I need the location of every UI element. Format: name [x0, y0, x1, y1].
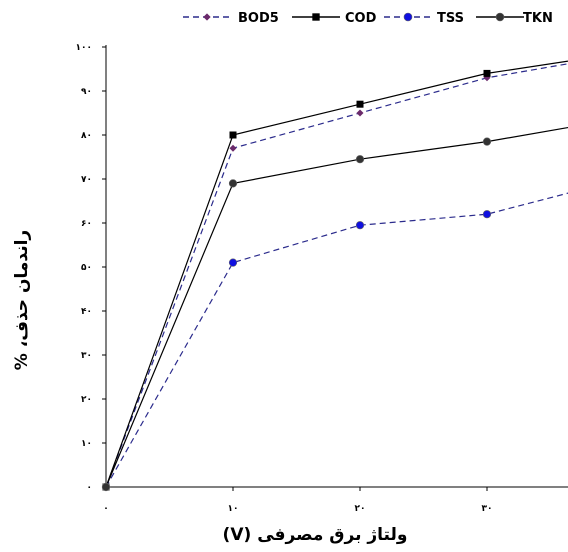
y-tick-label: ۶۰: [81, 219, 92, 229]
x-tick-label: ۳۰: [482, 504, 493, 514]
legend-label: TSS: [437, 11, 464, 26]
x-tick-label: ۲۰: [355, 504, 366, 514]
data-point-bod5: [229, 144, 237, 152]
legend: BOD5 COD TSS TKN: [183, 11, 553, 26]
series-line-tkn: [105, 126, 568, 488]
x-axis-title: ولتاژ برق مصرفی (V): [223, 525, 408, 545]
legend-item-cod: COD: [292, 11, 377, 26]
data-point-tss: [355, 221, 365, 230]
data-point-bod5: [356, 109, 364, 117]
axis-titles: ولتاژ برق مصرفی (V) راندمان حذف، %: [12, 230, 407, 545]
x-tick-label: ۰: [103, 504, 109, 514]
legend-marker: [203, 13, 211, 21]
series-cod: [102, 60, 568, 491]
series-line-tss: [105, 192, 568, 488]
data-point-tkn: [482, 137, 492, 146]
y-tick-label: ۸۰: [81, 131, 92, 141]
y-tick-label: ۰: [87, 483, 93, 493]
data-point-cod: [356, 100, 364, 108]
data-point-cod: [229, 131, 237, 139]
series-bod5: [102, 63, 568, 491]
series-line-cod: [105, 60, 568, 488]
y-tick-label: ۷۰: [81, 175, 92, 185]
axes: ۰ ۱۰ ۲۰ ۳۰ ۴۰ ۵۰ ۶۰ ۷۰ ۸۰ ۹۰ ۱۰۰ ۰ ۱۰ ۲۰ ۳۰: [76, 43, 568, 514]
series-tss: [101, 192, 568, 492]
legend-item-tkn: TKN: [476, 11, 553, 26]
legend-item-tss: TSS: [384, 11, 464, 26]
data-point-tkn: [228, 179, 238, 188]
data-point-tss: [228, 258, 238, 267]
y-tick-label: ۴۰: [81, 307, 92, 317]
y-tick-label: ۹۰: [81, 87, 92, 97]
y-tick-label: ۱۰۰: [76, 43, 92, 53]
legend-marker: [403, 12, 413, 22]
data-point-tkn: [101, 482, 111, 492]
series-line-bod5: [105, 63, 568, 488]
series-tkn: [101, 126, 568, 492]
legend-label: BOD5: [238, 11, 279, 26]
legend-marker: [312, 13, 320, 21]
legend-label: COD: [345, 11, 377, 26]
legend-marker: [495, 12, 505, 22]
data-point-tkn: [355, 155, 365, 164]
data-point-tss: [482, 210, 492, 219]
x-tick-label: ۱۰: [228, 504, 239, 514]
y-tick-label: ۲۰: [81, 395, 92, 405]
data-point-cod: [483, 69, 491, 77]
series-group: [101, 60, 568, 492]
legend-label: TKN: [523, 11, 553, 26]
y-axis-title: راندمان حذف، %: [12, 230, 32, 370]
y-tick-label: ۵۰: [81, 263, 92, 273]
y-tick-label: ۱۰: [81, 439, 92, 449]
y-tick-label: ۳۰: [81, 351, 92, 361]
legend-item-bod5: BOD5: [183, 11, 279, 26]
